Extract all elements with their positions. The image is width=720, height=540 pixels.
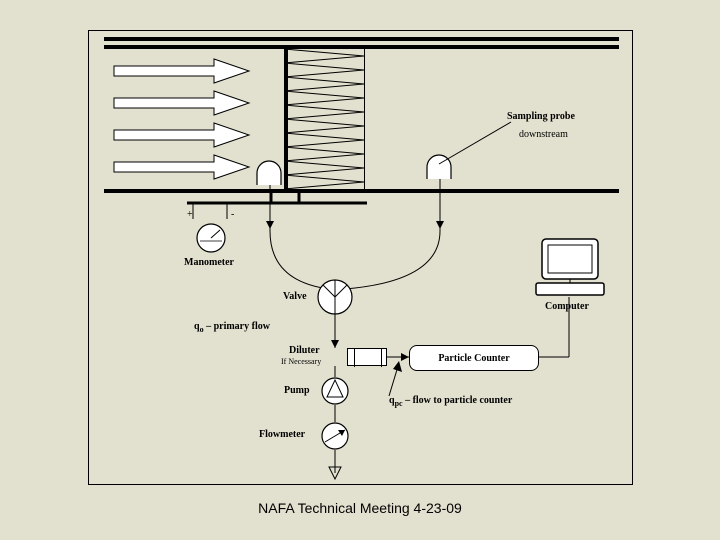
label-valve: Valve bbox=[283, 291, 307, 302]
label-primary-flow: qo – primary flow bbox=[194, 321, 270, 334]
label-computer: Computer bbox=[545, 301, 589, 312]
diluter-box bbox=[347, 348, 387, 366]
label-particle-counter: Particle Counter bbox=[438, 353, 509, 364]
label-qpc: qpc – flow to particle counter bbox=[389, 395, 512, 408]
valve-symbol bbox=[317, 279, 353, 315]
diagram-frame: Sampling probe downstream + - Manometer bbox=[88, 30, 633, 485]
label-diluter: Diluter bbox=[289, 345, 320, 356]
label-flowmeter: Flowmeter bbox=[259, 429, 305, 440]
label-if-necessary: If Necessary bbox=[281, 357, 321, 366]
label-pump: Pump bbox=[284, 385, 310, 396]
particle-counter-box: Particle Counter bbox=[409, 345, 539, 371]
computer-icon bbox=[534, 237, 606, 299]
pump-symbol bbox=[321, 377, 349, 405]
flowmeter-symbol bbox=[321, 422, 349, 450]
slide-caption: NAFA Technical Meeting 4-23-09 bbox=[0, 500, 720, 516]
